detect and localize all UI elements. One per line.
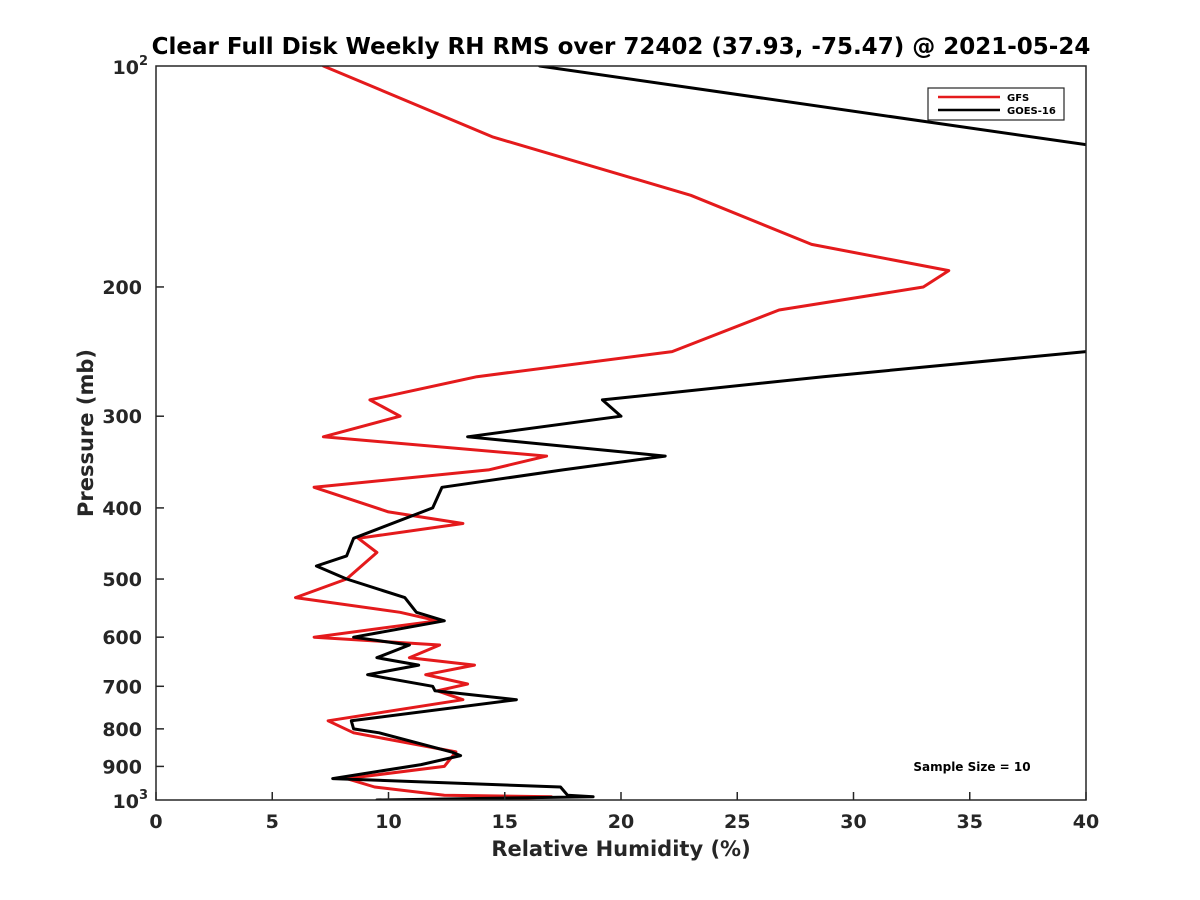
x-axis-label: Relative Humidity (%): [491, 837, 750, 861]
x-tick-label: 30: [840, 811, 866, 833]
y-tick-label: 600: [102, 627, 142, 649]
x-tick-label: 10: [375, 811, 401, 833]
y-tick-label: 700: [102, 676, 142, 698]
y-tick-label: 400: [102, 498, 142, 520]
x-tick-label: 5: [266, 811, 279, 833]
y-axis-label: Pressure (mb): [74, 349, 98, 517]
legend-label-gfs: GFS: [1007, 93, 1029, 104]
ticks-layer: 0 5 10 15 20 25 30 35 40 200 300 400 500 600 700 800 900…: [102, 54, 1099, 833]
chart-title: Clear Full Disk Weekly RH RMS over 72402…: [152, 34, 1091, 60]
legend-label-goes16: GOES-16: [1007, 106, 1056, 117]
x-tick-label: 40: [1073, 811, 1099, 833]
series-layer: [294, 66, 1086, 800]
x-tick-label: 25: [724, 811, 750, 833]
y-tick-label: 500: [102, 569, 142, 591]
y-tick-label: 300: [102, 406, 142, 428]
y-tick-label-bottom: 103: [113, 788, 149, 813]
legend-box: [927, 87, 1065, 121]
y-tick-label: 200: [102, 277, 142, 299]
x-tick-label: 15: [492, 811, 518, 833]
series-line-gfs: [294, 66, 951, 800]
x-tick-label: 35: [957, 811, 983, 833]
series-line-goes16: [314, 66, 1086, 800]
y-tick-label-top: 102: [113, 54, 149, 79]
y-tick-label: 800: [102, 719, 142, 741]
y-tick-label: 900: [102, 756, 142, 778]
x-tick-label: 20: [608, 811, 634, 833]
legend: GFS GOES-16: [927, 87, 1065, 121]
sample-size-annotation: Sample Size = 10: [913, 760, 1030, 774]
x-tick-label: 0: [149, 811, 162, 833]
